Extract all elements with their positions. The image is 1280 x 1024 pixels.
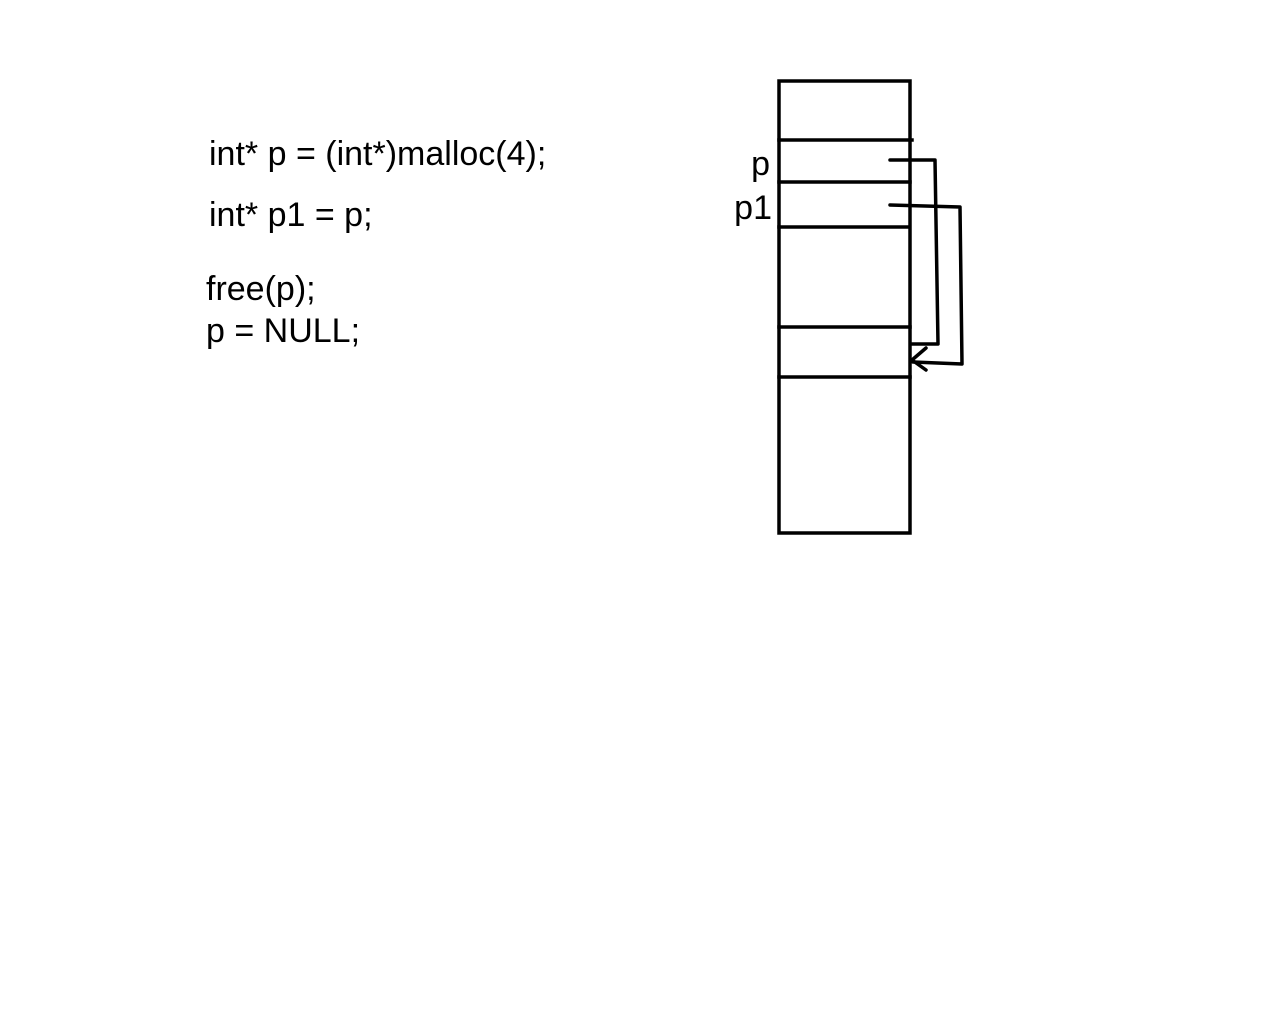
code-line-null-assign: p = NULL; bbox=[206, 312, 361, 350]
variable-label-p1: p1 bbox=[734, 189, 772, 227]
code-line-alias: int* p1 = p; bbox=[209, 196, 373, 234]
pointer-arrow-p bbox=[888, 158, 940, 346]
variable-label-p: p bbox=[751, 145, 770, 183]
memory-column bbox=[777, 79, 912, 535]
code-line-malloc: int* p = (int*)malloc(4); bbox=[209, 135, 547, 173]
pointer-arrow-p1 bbox=[888, 203, 964, 372]
code-line-free: free(p); bbox=[206, 270, 316, 308]
